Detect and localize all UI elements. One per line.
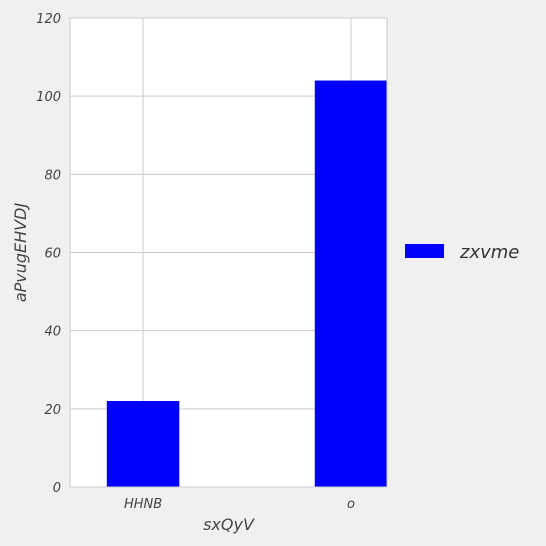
- legend-label: zxvme: [459, 242, 519, 263]
- y-tick-label: 100: [36, 90, 61, 105]
- bar-HHNB: [106, 401, 180, 487]
- x-tick-label: o: [347, 497, 355, 512]
- y-tick-label: 0: [53, 481, 61, 496]
- bar-o: [314, 80, 387, 488]
- x-tick-label: HHNB: [124, 497, 162, 512]
- y-tick-label: 40: [44, 325, 61, 340]
- y-axis-label: aPvugEHVDJ: [11, 203, 30, 303]
- x-axis-label: sxQyV: [203, 515, 255, 534]
- y-tick-label: 80: [44, 168, 61, 183]
- y-tick-label: 60: [44, 247, 61, 262]
- y-tick-label: 120: [36, 12, 61, 27]
- y-tick-label: 20: [44, 403, 61, 418]
- legend-swatch: [405, 244, 444, 258]
- plot-frame: [69, 17, 388, 488]
- legend: zxvme: [405, 242, 519, 263]
